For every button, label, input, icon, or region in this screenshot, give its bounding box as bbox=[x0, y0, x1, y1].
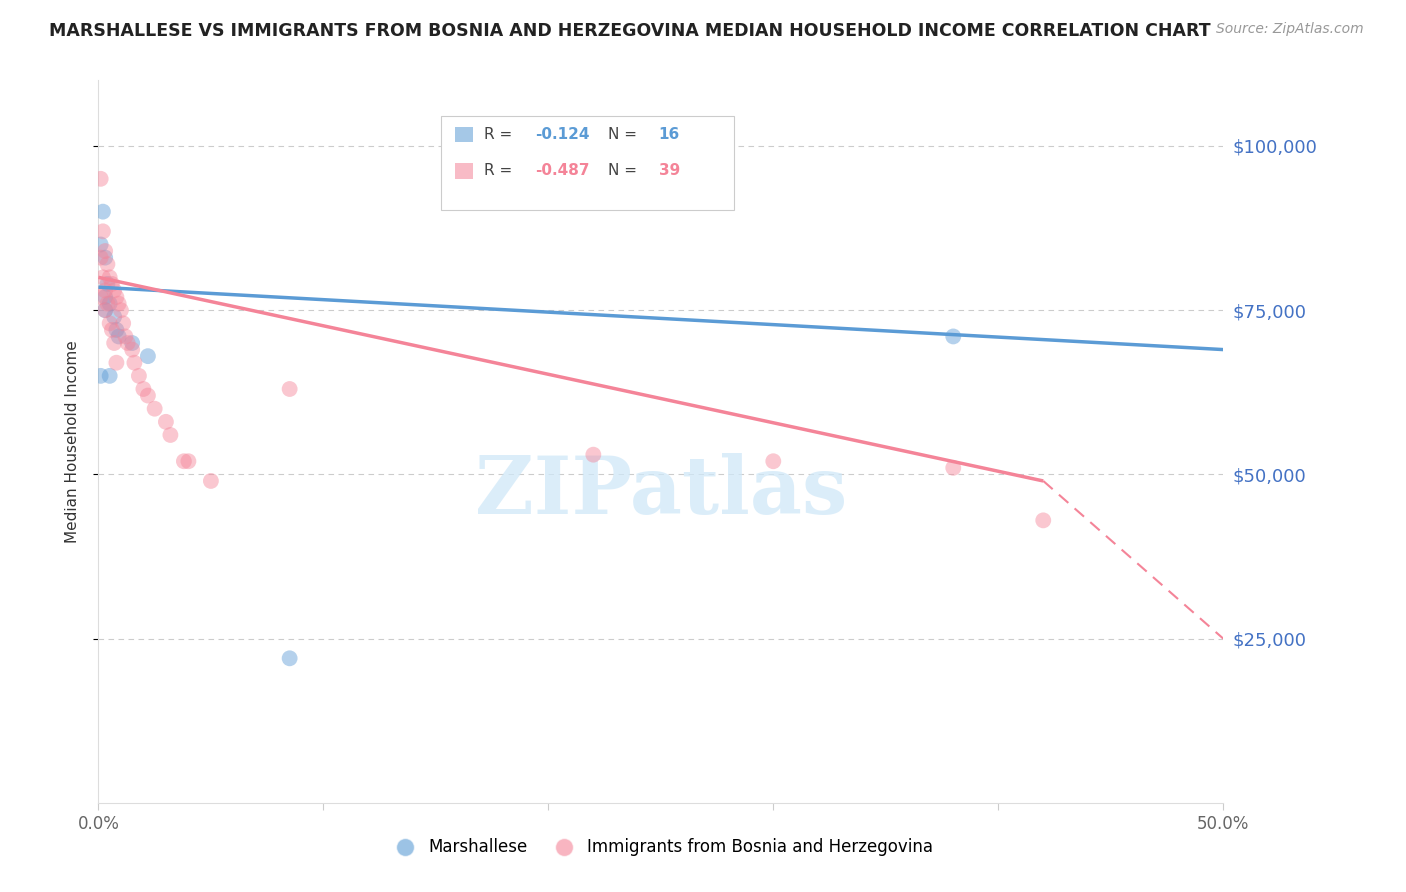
Point bbox=[107, 296, 129, 310]
Point bbox=[136, 388, 159, 402]
Text: 39: 39 bbox=[658, 163, 681, 178]
Point bbox=[105, 290, 128, 304]
Point bbox=[155, 415, 177, 429]
Point bbox=[942, 329, 965, 343]
Point bbox=[1032, 513, 1054, 527]
Point bbox=[96, 257, 118, 271]
Point bbox=[159, 428, 181, 442]
Point bbox=[942, 460, 965, 475]
Text: N =: N = bbox=[607, 163, 641, 178]
Point bbox=[90, 171, 112, 186]
Point bbox=[91, 204, 114, 219]
Point bbox=[94, 284, 117, 298]
Text: ZIPatlas: ZIPatlas bbox=[475, 453, 846, 531]
Legend: Marshallese, Immigrants from Bosnia and Herzegovina: Marshallese, Immigrants from Bosnia and … bbox=[381, 831, 941, 863]
Point bbox=[103, 336, 125, 351]
Point bbox=[110, 303, 132, 318]
Text: N =: N = bbox=[607, 127, 641, 142]
Point bbox=[94, 290, 117, 304]
Point bbox=[90, 237, 112, 252]
Point bbox=[94, 251, 117, 265]
Point bbox=[98, 368, 121, 383]
Point bbox=[112, 316, 135, 330]
Point bbox=[128, 368, 150, 383]
Point bbox=[94, 244, 117, 258]
Point bbox=[124, 356, 146, 370]
Point bbox=[143, 401, 166, 416]
Point bbox=[98, 270, 121, 285]
Point bbox=[121, 343, 143, 357]
Text: R =: R = bbox=[484, 163, 517, 178]
Point bbox=[98, 316, 121, 330]
Point bbox=[121, 336, 143, 351]
Bar bbox=[456, 162, 472, 178]
Point bbox=[90, 368, 112, 383]
Point bbox=[582, 448, 605, 462]
Point bbox=[136, 349, 159, 363]
Point bbox=[96, 296, 118, 310]
Point bbox=[103, 310, 125, 324]
Point bbox=[177, 454, 200, 468]
Point bbox=[117, 336, 139, 351]
Text: R =: R = bbox=[484, 127, 517, 142]
Text: Source: ZipAtlas.com: Source: ZipAtlas.com bbox=[1216, 22, 1364, 37]
Point bbox=[90, 290, 112, 304]
Text: -0.487: -0.487 bbox=[534, 163, 589, 178]
Point bbox=[91, 224, 114, 238]
Y-axis label: Median Household Income: Median Household Income bbox=[65, 340, 80, 543]
Point bbox=[101, 277, 124, 291]
Point bbox=[91, 270, 114, 285]
Point bbox=[98, 296, 121, 310]
Point bbox=[96, 277, 118, 291]
Point bbox=[90, 251, 112, 265]
Point bbox=[200, 474, 222, 488]
Point bbox=[94, 303, 117, 318]
FancyBboxPatch shape bbox=[441, 117, 734, 211]
Text: MARSHALLESE VS IMMIGRANTS FROM BOSNIA AND HERZEGOVINA MEDIAN HOUSEHOLD INCOME CO: MARSHALLESE VS IMMIGRANTS FROM BOSNIA AN… bbox=[49, 22, 1211, 40]
Point bbox=[94, 303, 117, 318]
Point bbox=[278, 382, 301, 396]
Point bbox=[105, 356, 128, 370]
Point bbox=[278, 651, 301, 665]
Point bbox=[107, 329, 129, 343]
Bar bbox=[456, 127, 472, 143]
Point bbox=[132, 382, 155, 396]
Point bbox=[114, 329, 136, 343]
Point bbox=[103, 284, 125, 298]
Point bbox=[101, 323, 124, 337]
Point bbox=[105, 323, 128, 337]
Point bbox=[762, 454, 785, 468]
Text: -0.124: -0.124 bbox=[534, 127, 589, 142]
Text: 16: 16 bbox=[658, 127, 681, 142]
Point bbox=[173, 454, 195, 468]
